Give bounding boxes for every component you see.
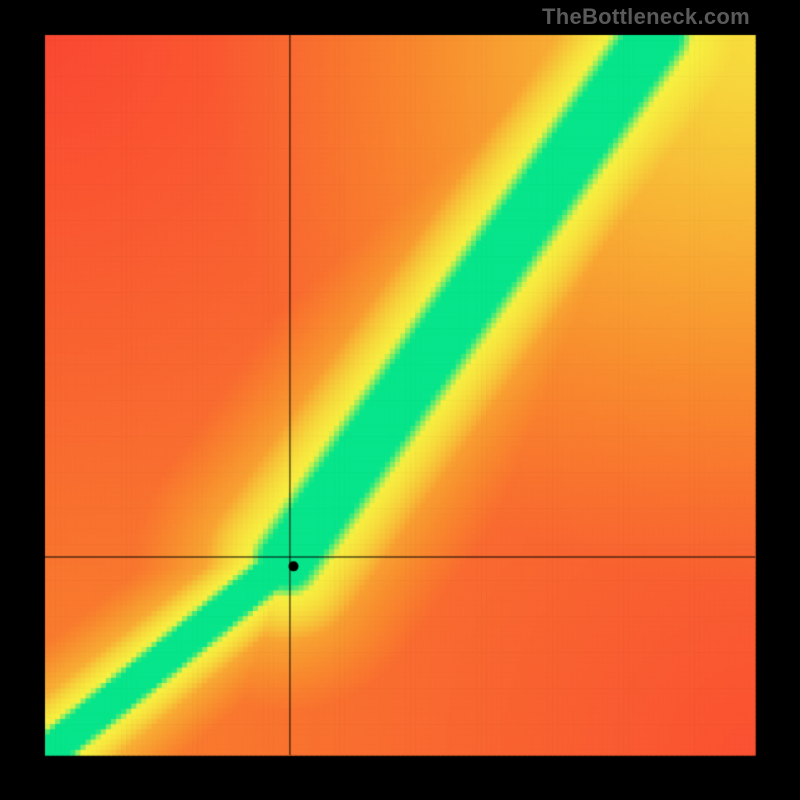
heatmap-canvas: [0, 0, 800, 800]
chart-container: TheBottleneck.com: [0, 0, 800, 800]
